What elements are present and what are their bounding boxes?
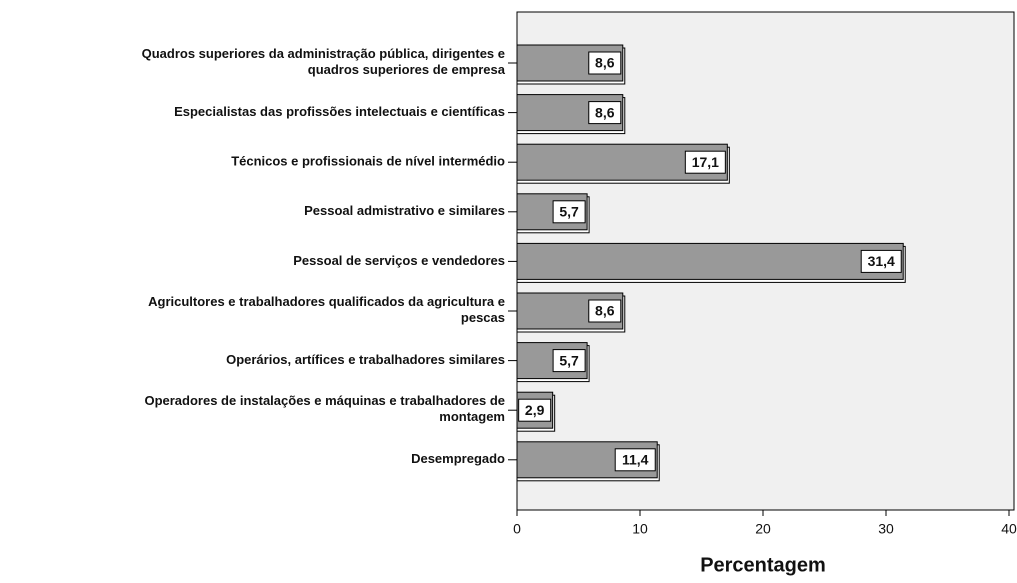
- value-label-box: [684, 150, 726, 174]
- y-tick-label: Quadros superiores da administração públ…: [142, 46, 506, 77]
- x-tick-label: 20: [755, 521, 771, 537]
- value-label: 31,4: [868, 253, 895, 269]
- value-label-box: [552, 349, 586, 373]
- y-tick-label: Operários, artífices e trabalhadores sim…: [226, 352, 505, 367]
- value-label-box: [588, 101, 622, 125]
- y-tick-label: Técnicos e profissionais de nível interm…: [231, 154, 505, 169]
- value-label-box: [588, 51, 622, 75]
- bar: [516, 242, 904, 280]
- value-label-box: [518, 398, 552, 422]
- value-label: 17,1: [692, 154, 719, 170]
- y-tick-label: Desempregado: [411, 451, 505, 466]
- value-label: 5,7: [559, 352, 579, 368]
- value-label: 2,9: [525, 402, 545, 418]
- value-label: 8,6: [595, 55, 615, 71]
- value-label-box: [860, 249, 902, 273]
- value-label: 8,6: [595, 104, 615, 120]
- y-tick-label: Operadores de instalações e máquinas e t…: [144, 394, 505, 425]
- y-tick-label: Especialistas das profissões intelectuai…: [174, 104, 505, 119]
- bar: [516, 44, 624, 82]
- value-label-box: [588, 299, 622, 323]
- y-tick-label: Pessoal admistrativo e similares: [304, 203, 505, 218]
- x-tick-label: 30: [878, 521, 894, 537]
- x-tick-label: 40: [1001, 521, 1017, 537]
- y-tick-label: Agricultores e trabalhadores qualificado…: [148, 294, 505, 325]
- value-label-box: [552, 200, 586, 224]
- value-label: 8,6: [595, 303, 615, 319]
- x-tick-label: 10: [632, 521, 648, 537]
- bar: [516, 193, 588, 231]
- value-label-box: [614, 448, 656, 472]
- y-tick-label: Pessoal de serviços e vendedores: [293, 253, 505, 268]
- value-label: 11,4: [622, 452, 649, 468]
- value-label: 5,7: [559, 204, 579, 220]
- x-tick-label: 0: [513, 521, 521, 537]
- x-axis-label: Percentagem: [700, 554, 826, 576]
